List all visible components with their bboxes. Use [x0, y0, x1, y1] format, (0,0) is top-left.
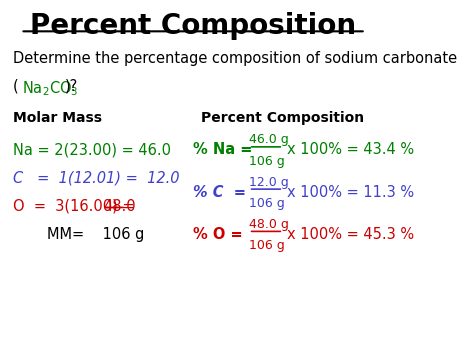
Text: % O =: % O = — [193, 227, 243, 242]
Text: Na = 2(23.00) = 46.0: Na = 2(23.00) = 46.0 — [13, 142, 171, 157]
Text: )?: )? — [64, 79, 78, 94]
Text: 48.0 g: 48.0 g — [249, 218, 289, 231]
Text: 106 g: 106 g — [249, 155, 284, 168]
Text: MM=    106 g: MM= 106 g — [47, 227, 145, 242]
Text: % C  =: % C = — [193, 185, 246, 200]
Text: $\mathregular{Na_2CO_3}$: $\mathregular{Na_2CO_3}$ — [22, 79, 79, 98]
Text: Molar Mass: Molar Mass — [13, 110, 102, 125]
Text: 106 g: 106 g — [249, 239, 284, 252]
Text: 106 g: 106 g — [249, 197, 284, 210]
Text: (: ( — [13, 79, 18, 94]
Text: 48.0: 48.0 — [103, 199, 136, 214]
Text: x 100% = 11.3 %: x 100% = 11.3 % — [287, 185, 414, 200]
Text: C   =  1(12.01) =  12.0: C = 1(12.01) = 12.0 — [13, 170, 179, 185]
Text: x 100% = 43.4 %: x 100% = 43.4 % — [287, 142, 414, 157]
Text: Determine the percentage composition of sodium carbonate: Determine the percentage composition of … — [13, 51, 457, 66]
Text: Percent Composition: Percent Composition — [201, 110, 364, 125]
Text: 46.0 g: 46.0 g — [249, 133, 289, 147]
Text: O  =  3(16.00) =: O = 3(16.00) = — [13, 199, 139, 214]
Text: % Na =: % Na = — [193, 142, 253, 157]
Text: 12.0 g: 12.0 g — [249, 176, 289, 189]
Text: Percent Composition: Percent Composition — [30, 12, 356, 40]
Text: x 100% = 45.3 %: x 100% = 45.3 % — [287, 227, 414, 242]
